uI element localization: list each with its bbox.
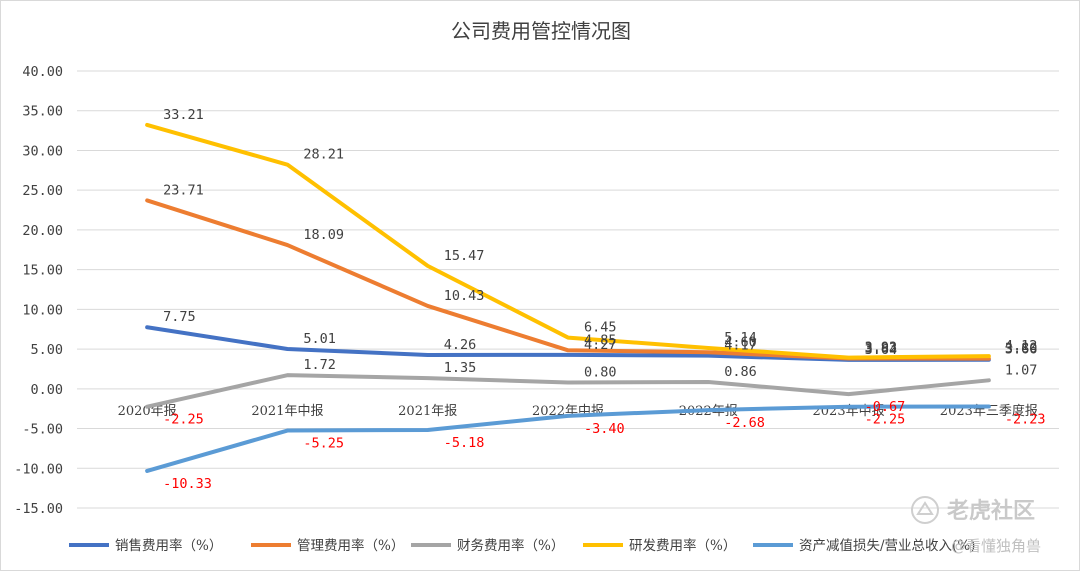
y-tick-label: -5.00 <box>22 422 63 438</box>
data-label: 23.71 <box>163 182 204 198</box>
data-label: 4.60 <box>724 334 757 350</box>
data-labels: 7.75 5.01 4.26 4.27 4.17 3.64 3.66 23.71 18.09 10… <box>163 107 1045 492</box>
data-label: 0.86 <box>724 364 757 380</box>
y-tick-label: 15.00 <box>22 263 63 279</box>
y-axis: -15.00 -10.00 -5.00 0.00 5.00 10.00 15.00 20.00… <box>14 64 63 517</box>
data-label: -2.68 <box>724 415 765 431</box>
watermark-author: @看懂独角兽 <box>951 537 1041 555</box>
watermark-brand: 老虎社区 <box>946 498 1035 524</box>
y-tick-label: 25.00 <box>22 183 63 199</box>
data-label: -3.40 <box>584 421 625 437</box>
legend-label: 销售费用率（%） <box>115 537 222 554</box>
series-line-3 <box>145 122 991 360</box>
legend-item-4[interactable]: 资产减值损失/营业总收入(%) <box>753 538 975 554</box>
data-label: 4.26 <box>444 337 477 353</box>
data-label: 3.64 <box>865 342 898 358</box>
data-label: -2.25 <box>865 412 906 428</box>
chart-title: 公司费用管控情况图 <box>451 19 631 43</box>
series-line-0 <box>145 325 991 362</box>
series-line-2 <box>145 373 991 409</box>
legend[interactable]: 销售费用率（%） 管理费用率（%） 财务费用率（%） 研发费用率（%） 资产减值损失/营… <box>69 537 975 554</box>
legend-item-0[interactable]: 销售费用率（%） <box>69 537 222 554</box>
y-tick-label: -15.00 <box>14 501 63 517</box>
y-tick-label: -10.00 <box>14 461 63 477</box>
data-label: 4.27 <box>584 337 617 353</box>
data-label: 4.12 <box>1005 338 1038 354</box>
data-label: 0.80 <box>584 364 617 380</box>
series-line-4 <box>145 404 991 473</box>
data-label: 1.35 <box>444 360 477 376</box>
y-tick-label: 20.00 <box>22 223 63 239</box>
watermark: 老虎社区 @看懂独角兽 <box>911 496 1041 555</box>
y-tick-label: 40.00 <box>22 64 63 80</box>
data-label: 7.75 <box>163 309 196 325</box>
data-label: 15.47 <box>444 248 485 264</box>
data-label: 4.85 <box>584 332 617 348</box>
y-tick-label: 5.00 <box>30 342 63 358</box>
series-lines <box>145 122 991 473</box>
legend-label: 研发费用率（%） <box>629 537 736 554</box>
data-label: -2.23 <box>1005 412 1046 428</box>
data-label: 3.66 <box>1005 342 1038 358</box>
series-line-1 <box>145 198 991 361</box>
data-label: 1.72 <box>303 357 336 373</box>
data-label: -5.18 <box>444 435 485 451</box>
data-label: 28.21 <box>303 147 344 163</box>
x-tick-label: 2021年中报 <box>251 404 323 419</box>
data-label: -0.67 <box>865 399 906 415</box>
data-label: 5.14 <box>724 330 757 346</box>
x-tick-label: 2020年报 <box>118 404 177 419</box>
data-label: -2.25 <box>163 412 204 428</box>
data-label: -10.33 <box>163 476 212 492</box>
data-label: 3.93 <box>865 340 898 356</box>
data-label: 6.45 <box>584 320 617 336</box>
y-tick-label: 10.00 <box>22 302 63 318</box>
legend-item-2[interactable]: 财务费用率（%） <box>411 537 564 554</box>
gridlines <box>77 70 1059 509</box>
legend-item-1[interactable]: 管理费用率（%） <box>251 537 404 554</box>
legend-label: 管理费用率（%） <box>297 537 404 554</box>
tiger-logo-icon <box>911 496 939 524</box>
legend-item-3[interactable]: 研发费用率（%） <box>583 537 736 554</box>
data-label: 1.07 <box>1005 362 1038 378</box>
x-tick-label: 2021年报 <box>398 404 457 419</box>
data-label: 33.21 <box>163 107 204 123</box>
data-label: 5.01 <box>303 331 336 347</box>
data-label: 3.80 <box>1005 341 1038 357</box>
data-label: 3.82 <box>865 340 898 356</box>
data-label: 18.09 <box>303 227 344 243</box>
legend-label: 财务费用率（%） <box>457 537 564 554</box>
data-label: 10.43 <box>444 288 485 304</box>
y-tick-label: 35.00 <box>22 104 63 120</box>
data-label: 4.17 <box>724 338 757 354</box>
legend-label: 资产减值损失/营业总收入(%) <box>799 538 975 554</box>
x-axis: 2020年报 2021年中报 2021年报 2022年中报 2022年报 2023年中报 2… <box>118 403 1038 419</box>
data-label: -5.25 <box>303 436 344 452</box>
y-tick-label: 0.00 <box>30 382 63 398</box>
y-tick-label: 30.00 <box>22 143 63 159</box>
